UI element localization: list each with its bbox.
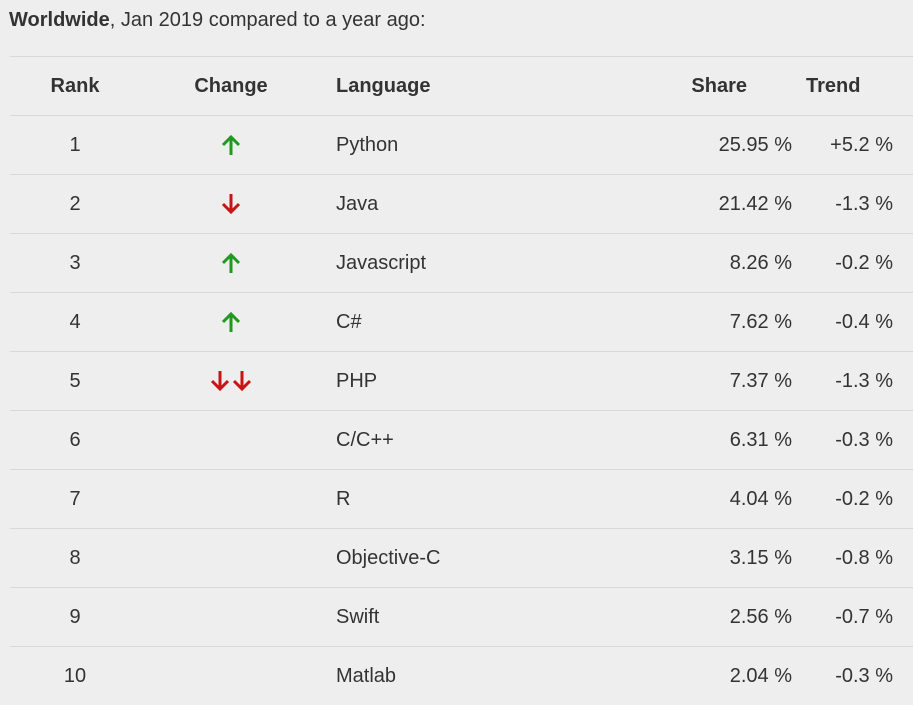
trend-cell: -1.3 % (806, 175, 913, 234)
rank-cell: 4 (10, 293, 140, 352)
language-cell: C# (322, 293, 604, 352)
share-cell: 2.56 % (604, 588, 806, 647)
title-rest: , Jan 2019 compared to a year ago: (110, 9, 426, 31)
column-header: Trend (806, 57, 913, 116)
rank-cell: 2 (10, 175, 140, 234)
column-header: Language (322, 57, 604, 116)
rank-cell: 1 (10, 116, 140, 175)
down-arrow (209, 369, 231, 393)
share-cell: 7.62 % (604, 293, 806, 352)
change-cell (140, 234, 322, 293)
change-cell (140, 470, 322, 529)
rank-cell: 9 (10, 588, 140, 647)
trend-cell: -0.8 % (806, 529, 913, 588)
column-header: Rank (10, 57, 140, 116)
language-cell: Swift (322, 588, 604, 647)
title-bold: Worldwide (9, 9, 110, 31)
change-cell (140, 588, 322, 647)
share-cell: 2.04 % (604, 647, 806, 705)
share-cell: 3.15 % (604, 529, 806, 588)
change-cell (140, 352, 322, 411)
trend-cell: -0.3 % (806, 647, 913, 705)
language-cell: Python (322, 116, 604, 175)
up-arrow (220, 251, 242, 275)
change-cell (140, 647, 322, 705)
language-cell: Objective-C (322, 529, 604, 588)
column-header: Share (604, 57, 806, 116)
up-arrow (220, 133, 242, 157)
rank-cell: 6 (10, 411, 140, 470)
title: Worldwide, Jan 2019 compared to a year a… (9, 9, 426, 32)
language-cell: R (322, 470, 604, 529)
change-cell (140, 293, 322, 352)
share-cell: 25.95 % (604, 116, 806, 175)
up-arrow (220, 310, 242, 334)
trend-cell: -0.3 % (806, 411, 913, 470)
share-cell: 21.42 % (604, 175, 806, 234)
trend-cell: +5.2 % (806, 116, 913, 175)
trend-cell: -0.7 % (806, 588, 913, 647)
trend-cell: -0.2 % (806, 234, 913, 293)
change-cell (140, 411, 322, 470)
rank-cell: 8 (10, 529, 140, 588)
change-cell (140, 529, 322, 588)
column-header: Change (140, 57, 322, 116)
language-cell: C/C++ (322, 411, 604, 470)
share-cell: 4.04 % (604, 470, 806, 529)
language-cell: Matlab (322, 647, 604, 705)
share-cell: 7.37 % (604, 352, 806, 411)
table-row: 4 C#7.62 %-0.4 % (10, 293, 913, 352)
down-arrow (231, 369, 253, 393)
language-cell: Java (322, 175, 604, 234)
rank-cell: 7 (10, 470, 140, 529)
rank-cell: 3 (10, 234, 140, 293)
table-row: 6 C/C++6.31 %-0.3 % (10, 411, 913, 470)
ranking-table: Rank Change Language Share Trend 1 Python… (10, 56, 913, 705)
share-cell: 8.26 % (604, 234, 806, 293)
rank-cell: 5 (10, 352, 140, 411)
rank-cell: 10 (10, 647, 140, 705)
trend-cell: -1.3 % (806, 352, 913, 411)
change-cell (140, 116, 322, 175)
change-cell (140, 175, 322, 234)
trend-cell: -0.4 % (806, 293, 913, 352)
language-cell: PHP (322, 352, 604, 411)
language-cell: Javascript (322, 234, 604, 293)
down-arrow (220, 192, 242, 216)
header-row: Rank Change Language Share Trend (10, 57, 913, 116)
trend-cell: -0.2 % (806, 470, 913, 529)
share-cell: 6.31 % (604, 411, 806, 470)
